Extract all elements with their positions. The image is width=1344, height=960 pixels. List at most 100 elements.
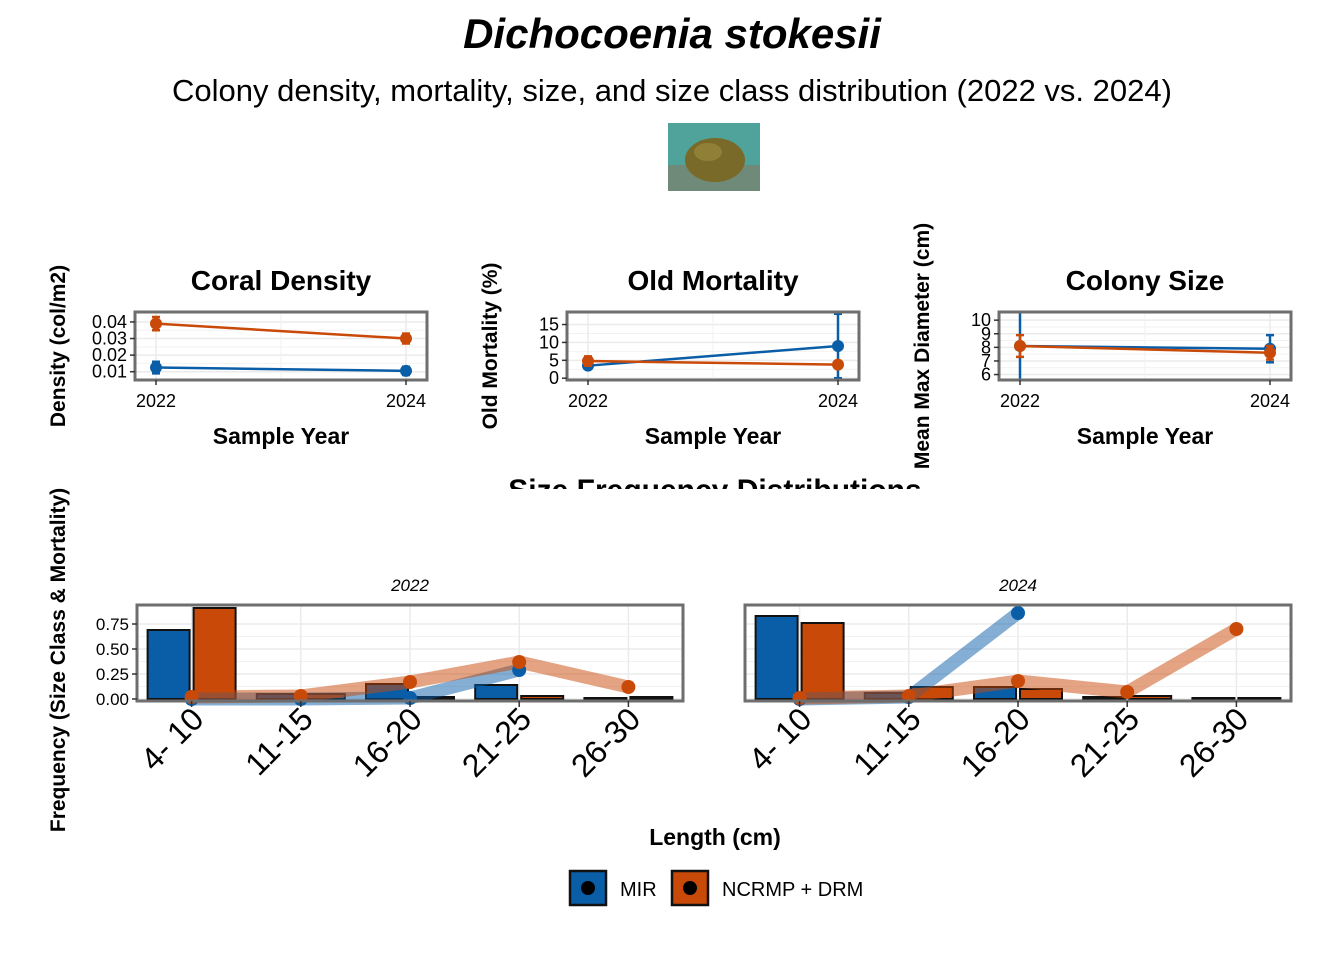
data-point bbox=[400, 332, 412, 345]
panel-border bbox=[565, 310, 861, 382]
panel-title: Colony Size bbox=[1066, 265, 1225, 296]
mortality-point bbox=[512, 655, 527, 669]
data-point bbox=[582, 355, 594, 368]
legend-item-mir: MIR bbox=[568, 869, 657, 907]
legend-marker bbox=[683, 881, 697, 895]
y-tick-label: 0.00 bbox=[96, 690, 129, 709]
x-tick-label: 11-15 bbox=[846, 700, 928, 782]
y-tick-label: 0.02 bbox=[92, 345, 127, 365]
mortality-point bbox=[403, 675, 417, 689]
y-tick-label: 0 bbox=[549, 368, 559, 388]
facet-strip-label: 2024 bbox=[998, 576, 1037, 595]
legend-label: MIR bbox=[620, 879, 657, 901]
panel-title: Coral Density bbox=[191, 265, 372, 296]
x-tick-label: 2022 bbox=[568, 391, 608, 411]
data-point bbox=[1264, 346, 1276, 359]
x-tick-label: 26-30 bbox=[564, 700, 647, 783]
figure-subtitle: Colony density, mortality, size, and siz… bbox=[172, 73, 1172, 108]
species-photo bbox=[668, 123, 760, 191]
mortality-point bbox=[621, 680, 636, 694]
mortality-point bbox=[1011, 674, 1025, 688]
series-line-ncrmp bbox=[1019, 344, 1271, 355]
x-tick-label: 2024 bbox=[386, 391, 426, 411]
x-tick-label: 26-30 bbox=[1172, 700, 1255, 783]
x-tick-label: 4- 10 bbox=[742, 700, 819, 777]
x-axis-label: Sample Year bbox=[645, 423, 781, 449]
x-tick-label: 16-20 bbox=[346, 700, 429, 783]
bar-mir bbox=[583, 697, 628, 700]
series-line-mir bbox=[155, 366, 407, 373]
legend: MIR NCRMP + DRM bbox=[568, 869, 863, 907]
data-point bbox=[150, 361, 162, 374]
legend-label: NCRMP + DRM bbox=[722, 879, 863, 901]
photo-coral-highlight bbox=[694, 143, 722, 161]
y-axis-label: Mean Max Diameter (cm) bbox=[911, 223, 934, 469]
bar-ncrmp bbox=[629, 696, 674, 700]
series-line-ncrmp bbox=[587, 359, 839, 366]
x-tick-label: 21-25 bbox=[1063, 700, 1146, 783]
panel-title: Old Mortality bbox=[627, 265, 799, 296]
line-panel-1: Coral Density 0.010.020.030.04 2022 2024 Sam… bbox=[47, 265, 429, 449]
y-tick-label: 0.04 bbox=[92, 312, 127, 332]
bar-ncrmp bbox=[192, 607, 237, 700]
legend-marker bbox=[581, 881, 595, 895]
y-tick-label: 5 bbox=[549, 350, 559, 370]
mortality-point bbox=[1229, 622, 1244, 636]
y-tick-label: 6 bbox=[981, 365, 991, 385]
bar-mir bbox=[754, 615, 799, 700]
y-tick-label: 0.03 bbox=[92, 329, 127, 349]
bar-mir bbox=[1191, 697, 1236, 700]
x-tick-label: 2022 bbox=[1000, 391, 1040, 411]
y-tick-label: 9 bbox=[981, 324, 991, 344]
data-point bbox=[400, 364, 412, 377]
y-tick-label: 15 bbox=[539, 315, 559, 335]
x-tick-label: 21-25 bbox=[455, 700, 538, 783]
y-axis-label: Frequency (Size Class & Mortality) bbox=[47, 488, 70, 832]
y-tick-label: 0.01 bbox=[92, 362, 127, 382]
y-axis-label: Old Mortality (%) bbox=[479, 263, 502, 430]
bar-ncrmp bbox=[800, 622, 845, 700]
y-tick-label: 8 bbox=[981, 337, 991, 357]
x-axis-label: Sample Year bbox=[213, 423, 349, 449]
legend-item-ncrmp: NCRMP + DRM bbox=[670, 869, 863, 907]
bar-ncrmp bbox=[520, 695, 565, 700]
y-tick-label: 7 bbox=[981, 351, 991, 371]
x-tick-label: 2024 bbox=[1250, 391, 1290, 411]
series-line-ncrmp bbox=[155, 322, 407, 340]
mortality-point bbox=[1120, 685, 1135, 699]
y-tick-label: 10 bbox=[971, 310, 991, 330]
y-tick-label: 0.50 bbox=[96, 640, 129, 659]
panel-border bbox=[997, 310, 1293, 382]
x-tick-label: 11-15 bbox=[238, 700, 320, 782]
size-frequency-title: Size Frequency Distributions bbox=[508, 474, 921, 507]
bar-ncrmp bbox=[1128, 695, 1173, 700]
bar-ncrmp bbox=[1237, 697, 1282, 700]
data-point bbox=[832, 358, 844, 371]
panel-border bbox=[133, 310, 429, 382]
bar-mir bbox=[474, 684, 519, 700]
data-point bbox=[150, 317, 162, 330]
x-tick-label: 16-20 bbox=[954, 700, 1037, 783]
y-tick-label: 0.25 bbox=[96, 665, 129, 684]
facet-strip-label: 2022 bbox=[390, 576, 429, 595]
data-point bbox=[1014, 340, 1026, 352]
x-tick-label: 2022 bbox=[136, 391, 176, 411]
x-tick-label: 2024 bbox=[818, 391, 858, 411]
x-axis-label: Length (cm) bbox=[649, 824, 781, 850]
y-axis-label: Density (col/m2) bbox=[47, 265, 70, 427]
figure-title: Dichocoenia stokesii bbox=[463, 10, 882, 57]
x-axis-label: Sample Year bbox=[1077, 423, 1213, 449]
facet-2022: 2022 4- 10 11-15 16-20 21-25 26-30 0.00 0.25 0.5… bbox=[96, 576, 685, 784]
size-frequency-panel: Size Frequency Distributions 2022 4- 10 11-… bbox=[47, 474, 1293, 850]
top-panels: Coral Density 0.010.020.030.04 2022 2024 Sam… bbox=[47, 223, 1293, 469]
data-point bbox=[832, 340, 844, 352]
facet-2024: 2024 4- 10 11-15 16-20 21-25 26-30 bbox=[742, 576, 1293, 784]
mortality-point bbox=[1011, 606, 1025, 620]
x-tick-label: 4- 10 bbox=[134, 700, 211, 777]
y-tick-label: 0.75 bbox=[96, 615, 129, 634]
bar-mir bbox=[146, 629, 191, 700]
y-tick-label: 10 bbox=[539, 332, 559, 352]
